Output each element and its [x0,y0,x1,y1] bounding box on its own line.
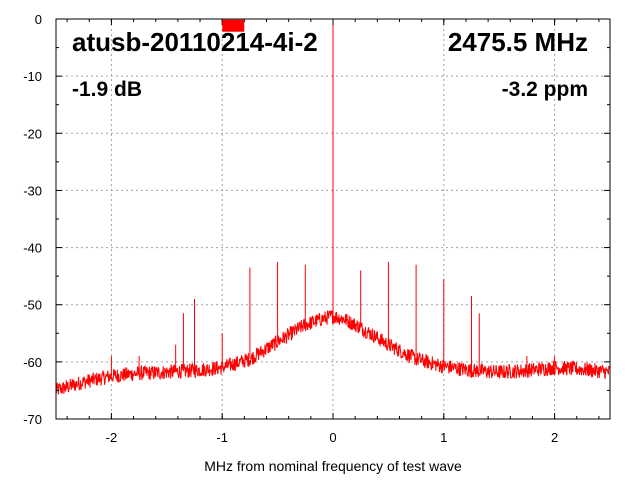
chart-title: atusb-20110214-4i-2 [72,27,318,57]
offset-label: -3.2 ppm [502,78,588,101]
y-tick-label: -10 [23,69,42,84]
y-tick-label: -60 [23,355,42,370]
x-tick-label: 2 [551,430,558,445]
x-tick-label: 1 [440,430,447,445]
level-label: -1.9 dB [72,78,142,101]
noise-floor-trace [55,310,611,395]
y-tick-label: -70 [23,412,42,427]
frequency-label: 2475.5 MHz [448,27,588,57]
x-tick-label: -2 [106,430,118,445]
y-tick-label: 0 [35,12,42,27]
axis-tick-labels: -2 -1 0 1 20-10-20-30-40-50-60-70 [23,12,558,445]
y-tick-label: -50 [23,298,42,313]
y-tick-label: -20 [23,126,42,141]
x-tick-label: -1 [216,430,228,445]
peak-marker [222,19,245,32]
x-tick-label: 0 [329,430,336,445]
y-tick-label: -30 [23,183,42,198]
spur-lines [110,19,556,377]
x-axis-label: MHz from nominal frequency of test wave [204,458,462,474]
y-tick-label: -40 [23,241,42,256]
axis-ticks [56,18,610,420]
spectrum-trace [55,310,611,395]
